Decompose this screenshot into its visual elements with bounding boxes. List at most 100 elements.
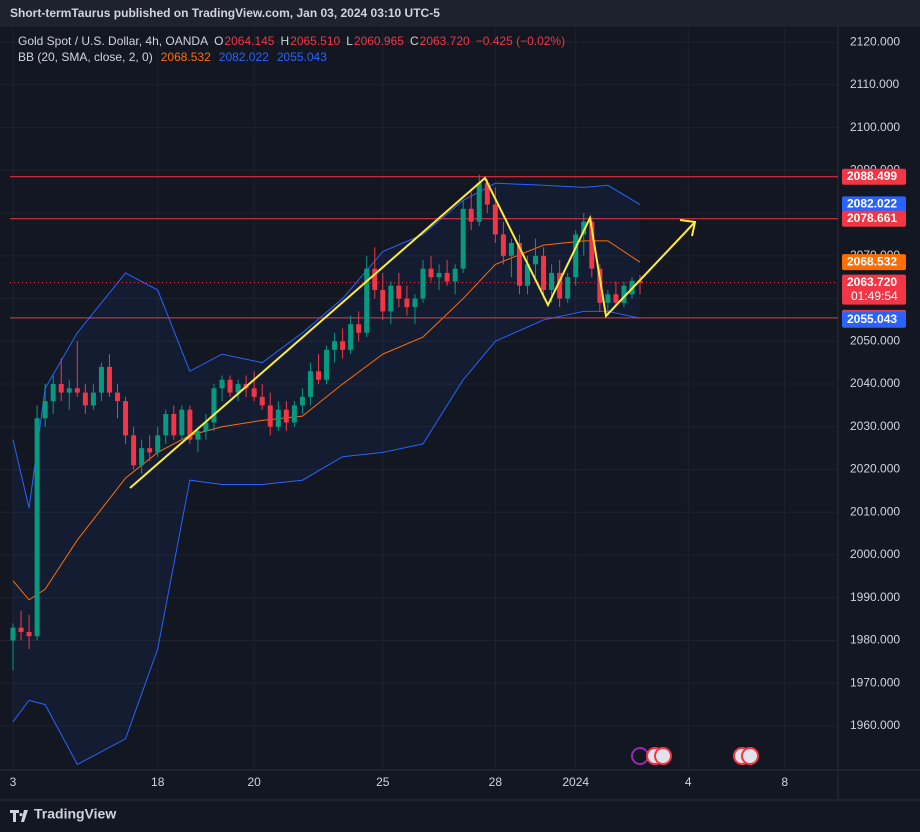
y-tick-label: 2120.000 [850, 34, 900, 48]
candle-body [139, 448, 145, 466]
bb-legend-value: 2055.043 [277, 50, 327, 64]
candle-body [597, 268, 603, 303]
header: Short-termTaurus published on TradingVie… [10, 6, 440, 20]
candle-body [163, 413, 169, 436]
y-tick-label: 2110.000 [850, 77, 899, 91]
event-icons [631, 747, 759, 765]
candle-body [637, 280, 643, 283]
footer-logo: TradingView [10, 806, 116, 822]
y-tick-label: 2100.000 [850, 120, 900, 134]
candle-body [18, 627, 24, 632]
legend-values: O 2064.145 H 2065.510 L 2060.965 C 2063.… [214, 34, 565, 48]
candle-body [332, 341, 338, 350]
candle-body [131, 435, 137, 466]
candle-body [82, 392, 88, 406]
y-tick-label: 2000.000 [850, 547, 900, 561]
candle-body [219, 379, 225, 389]
candle-body [388, 285, 394, 312]
band-upper [12, 182, 641, 509]
bb-legend-value: 2082.022 [219, 50, 269, 64]
price-tag-label: 2082.022 [847, 197, 897, 211]
candle-body [356, 324, 362, 333]
candle-body [123, 401, 129, 436]
x-tick-label: 25 [376, 775, 390, 789]
candle-body [26, 631, 32, 637]
candle-body [605, 294, 611, 303]
legend-symbol: Gold Spot / U.S. Dollar, 4h, OANDA [18, 34, 208, 48]
x-tick-label: 3 [10, 775, 17, 789]
candle-body [364, 268, 370, 333]
candle-body [613, 294, 619, 303]
bb-legend-value: 2068.532 [161, 50, 211, 64]
candle-body [259, 396, 265, 406]
candle-body [444, 272, 450, 282]
x-tick-label: 8 [781, 775, 788, 789]
candle-body [147, 448, 153, 453]
candle-body [98, 366, 104, 393]
candle-body [468, 208, 474, 222]
legend-high: 2065.510 [290, 34, 340, 48]
candle-body [267, 405, 273, 427]
legend-low: 2060.965 [354, 34, 404, 48]
arrow-head [679, 219, 697, 237]
price-tag-label: 2068.532 [847, 254, 897, 268]
legend-l: L [346, 34, 353, 48]
candle-body [573, 234, 579, 278]
candle-body [565, 277, 571, 299]
candle-body [508, 242, 514, 256]
event-icon [741, 747, 759, 765]
legend-change: −0.425 (−0.02%) [476, 34, 565, 48]
candle-body [50, 384, 56, 402]
header-bar [0, 0, 920, 27]
candle-body [171, 413, 177, 436]
candle-body [541, 255, 547, 291]
price-tag [842, 196, 906, 213]
event-icon [654, 747, 672, 765]
bb-legend: BB (20, SMA, close, 2, 0) [18, 50, 153, 64]
candle-body [34, 418, 40, 637]
countdown: 01:49:54 [851, 289, 898, 303]
footer-text: TradingView [34, 806, 116, 822]
x-tick-label: 2024 [562, 775, 589, 789]
candle-body [484, 183, 490, 205]
legend-close: 2063.720 [420, 34, 470, 48]
candle-body [155, 435, 161, 453]
candle-body [10, 627, 16, 641]
candle-body [299, 396, 305, 406]
legend-h: H [280, 34, 289, 48]
candle-body [500, 234, 506, 256]
candle-body [115, 392, 121, 402]
candle-body [42, 401, 48, 419]
candle-body [283, 409, 289, 423]
candle-body [533, 255, 539, 265]
candle-body [275, 409, 281, 427]
candle-body [291, 405, 297, 423]
candle-body [187, 409, 193, 440]
candle-body [211, 388, 217, 423]
candle-body [58, 384, 64, 393]
logo-icon [10, 810, 28, 822]
candle-body [74, 388, 80, 393]
candle-body [396, 285, 402, 299]
candle-body [251, 388, 257, 397]
y-tick-label: 1980.000 [850, 633, 900, 647]
plot [0, 28, 838, 770]
x-tick-label: 20 [247, 775, 261, 789]
y-tick-label: 1990.000 [850, 590, 900, 604]
candle-body [621, 285, 627, 303]
candle-body [203, 422, 209, 432]
y-tick-label: 2010.000 [850, 504, 900, 518]
x-tick-label: 18 [151, 775, 165, 789]
candle-body [380, 290, 386, 312]
candle-body [460, 208, 466, 269]
candle-body [348, 324, 354, 350]
candle-body [324, 349, 330, 380]
candle-body [315, 371, 321, 380]
candle-body [581, 221, 587, 235]
x-tick-label: 4 [685, 775, 692, 789]
candle-body [452, 268, 458, 282]
event-icon [631, 747, 649, 765]
candle-body [106, 366, 112, 393]
candle-body [476, 183, 482, 222]
